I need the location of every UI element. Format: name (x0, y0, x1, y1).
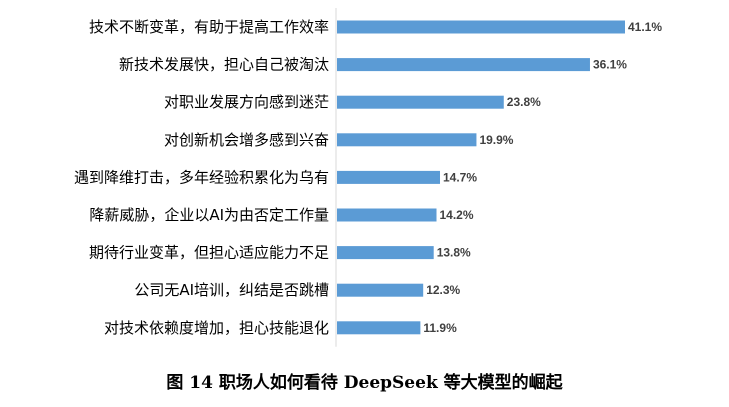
value-label-1: 41.1% (628, 20, 662, 34)
value-label-4: 19.9% (479, 133, 513, 147)
category-label-1: 技术不断变革，有助于提高工作效率 (89, 18, 329, 36)
category-label-8: 公司无AI培训，纠结是否跳槽 (134, 281, 329, 299)
value-label-6: 14.2% (440, 208, 474, 222)
value-label-2: 36.1% (593, 58, 627, 72)
category-label-5: 遇到降维打击，多年经验积累化为乌有 (74, 168, 329, 186)
value-label-3: 23.8% (507, 95, 541, 109)
value-label-7: 13.8% (437, 246, 471, 260)
bar-9 (337, 321, 421, 335)
bar-1 (337, 20, 625, 34)
bar-8 (337, 283, 424, 297)
bar-3 (337, 95, 504, 109)
bar-chart: 技术不断变革，有助于提高工作效率新技术发展快，担心自己被淘汰对职业发展方向感到迷… (74, 8, 662, 347)
bar-2 (337, 58, 590, 72)
bars-group (337, 20, 625, 335)
category-label-3: 对职业发展方向感到迷茫 (164, 93, 329, 111)
category-labels-group: 技术不断变革，有助于提高工作效率新技术发展快，担心自己被淘汰对职业发展方向感到迷… (74, 18, 329, 337)
bar-5 (337, 170, 441, 184)
category-label-9: 对技术依赖度增加，担心技能退化 (104, 319, 329, 337)
value-label-5: 14.7% (443, 170, 477, 184)
value-label-8: 12.3% (426, 283, 460, 297)
category-label-2: 新技术发展快，担心自己被淘汰 (119, 56, 329, 74)
category-label-4: 对创新机会增多感到兴奋 (164, 131, 329, 149)
value-label-9: 11.9% (423, 321, 457, 335)
figure-caption: 图 14 职场人如何看待 DeepSeek 等大模型的崛起 (166, 373, 563, 393)
bar-7 (337, 246, 434, 260)
category-label-6: 降薪威胁，企业以AI为由否定工作量 (89, 206, 329, 224)
bar-6 (337, 208, 437, 222)
value-labels-group: 41.1% 36.1% 23.8% 19.9% 14.7% 14.2% 13.8% 12.3%… (423, 20, 662, 335)
category-label-7: 期待行业变革，但担心适应能力不足 (89, 244, 329, 262)
bar-4 (337, 133, 477, 147)
